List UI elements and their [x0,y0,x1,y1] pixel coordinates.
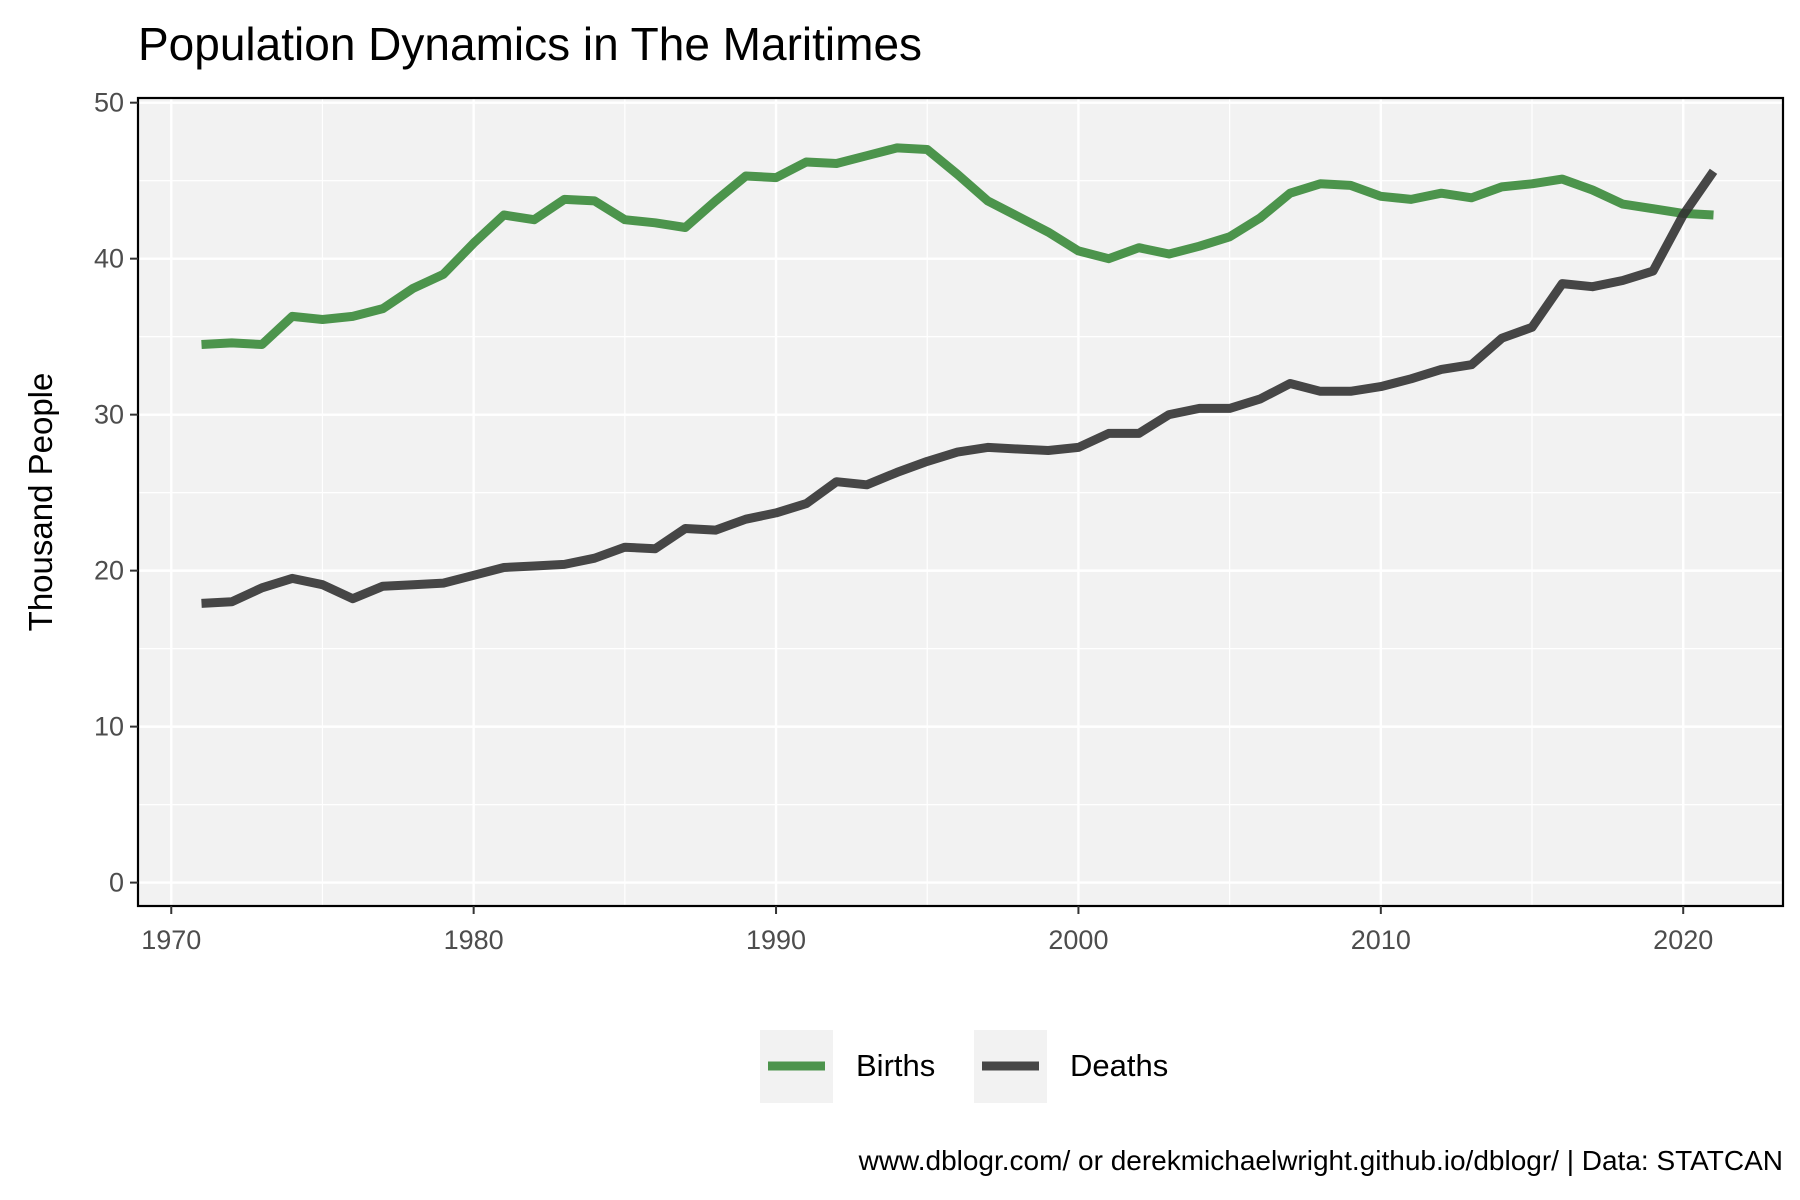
y-tick-label-0: 0 [109,868,124,898]
major-gridlines [138,98,1783,906]
x-tick-label-2010: 2010 [1351,925,1411,955]
legend: Births Deaths [760,1030,1168,1103]
caption: www.dblogr.com/ or derekmichaelwright.gi… [858,1145,1783,1176]
series-lines [201,143,1718,608]
x-tick-label-2000: 2000 [1048,925,1108,955]
x-tick-label-1990: 1990 [746,925,806,955]
y-axis-title: Thousand People [22,373,59,632]
x-tick-label-1970: 1970 [141,925,201,955]
y-tick-label-10: 10 [94,712,124,742]
y-tick-label-30: 30 [94,400,124,430]
x-tick-label-1980: 1980 [444,925,504,955]
x-axis: 1970 1980 1990 2000 2010 2020 [141,906,1713,955]
legend-label-births: Births [856,1048,935,1083]
y-tick-label-40: 40 [94,244,124,274]
y-tick-label-20: 20 [94,556,124,586]
chart-title: Population Dynamics in The Maritimes [138,18,922,70]
y-tick-label-50: 50 [94,88,124,118]
plot-panel [138,98,1783,906]
series-line-deaths [201,168,1718,608]
plot-border [136,96,1785,908]
legend-label-deaths: Deaths [1070,1048,1168,1083]
y-axis: 0 10 20 30 40 50 [94,88,138,898]
series-line-births [201,143,1714,349]
x-tick-label-2020: 2020 [1653,925,1713,955]
